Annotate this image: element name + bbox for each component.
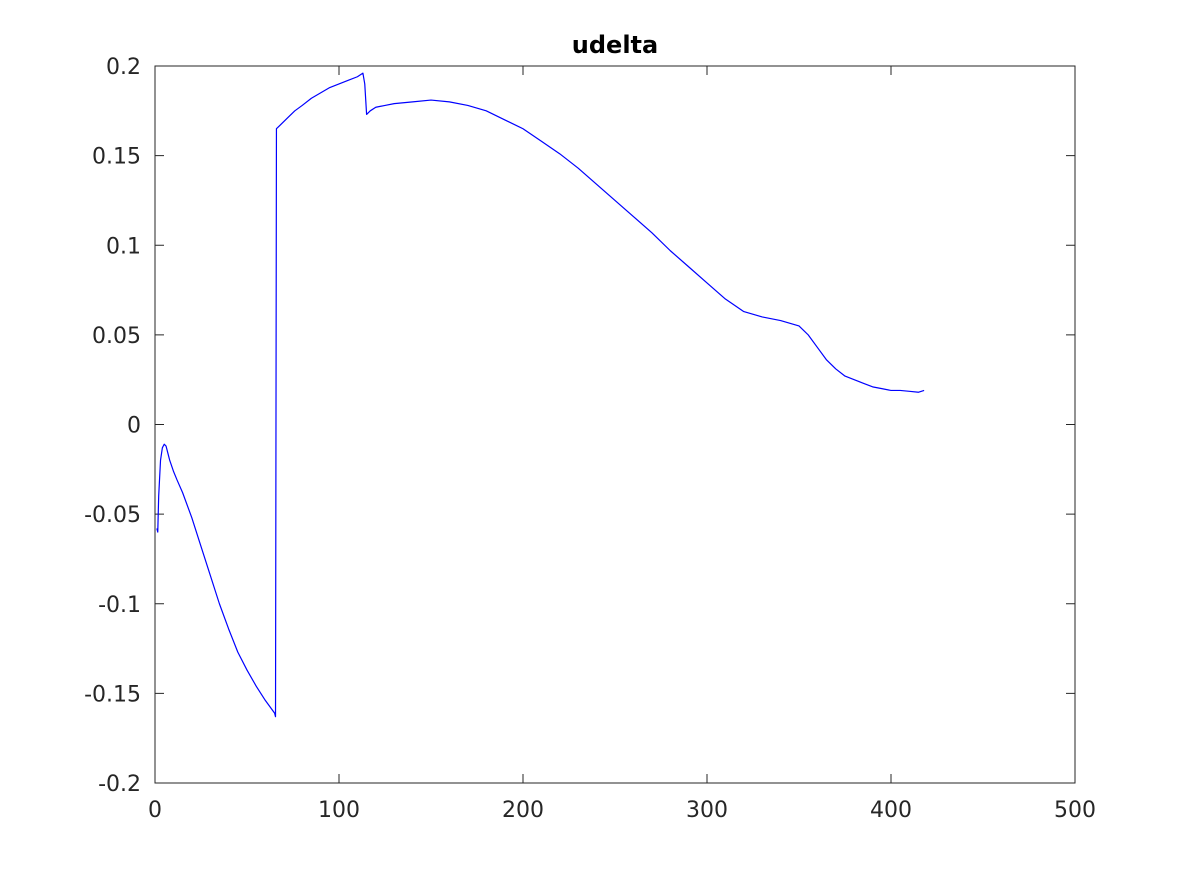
y-tick-label: -0.1	[98, 593, 141, 618]
y-tick-label: -0.05	[84, 503, 141, 528]
y-tick-label: 0	[127, 414, 141, 439]
y-tick-label: 0.2	[106, 55, 141, 80]
y-tick-label: 0.15	[92, 145, 141, 170]
y-tick-label: -0.2	[98, 772, 141, 797]
x-tick-label: 300	[686, 798, 728, 823]
x-tick-label: 200	[502, 798, 544, 823]
y-axis: -0.2 -0.15 -0.1 -0.05 0 0.05 0.1 0.15 0.2	[84, 55, 1075, 797]
x-tick-label: 400	[870, 798, 912, 823]
x-tick-label: 0	[148, 798, 162, 823]
x-axis: 0 100 200 300 400 500	[148, 66, 1096, 823]
chart-title: udelta	[572, 31, 658, 59]
series-line	[156, 72, 925, 718]
y-tick-label: 0.1	[106, 234, 141, 259]
x-tick-label: 500	[1054, 798, 1096, 823]
plot-area-border	[154, 65, 1076, 784]
x-tick-label: 100	[318, 798, 360, 823]
y-tick-label: -0.15	[84, 682, 141, 707]
series-layer	[156, 72, 925, 718]
y-tick-label: 0.05	[92, 324, 141, 349]
